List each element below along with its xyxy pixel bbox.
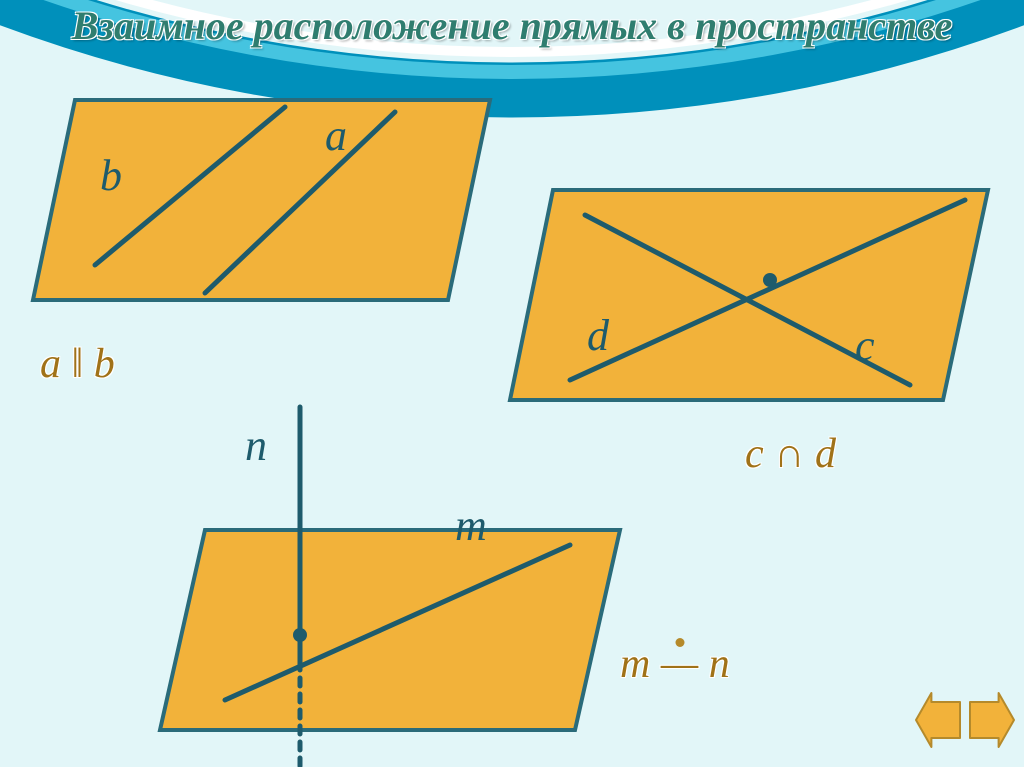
intersection-point — [763, 273, 777, 287]
diagram-intersecting — [510, 190, 988, 400]
diagram-skew — [160, 407, 620, 767]
diagrams-layer — [0, 0, 1024, 767]
nav-prev-button[interactable] — [916, 693, 960, 747]
diagram-parallel — [33, 100, 490, 300]
plane-1 — [33, 100, 490, 300]
nav-next-button[interactable] — [970, 693, 1014, 747]
pierce-point — [293, 628, 307, 642]
